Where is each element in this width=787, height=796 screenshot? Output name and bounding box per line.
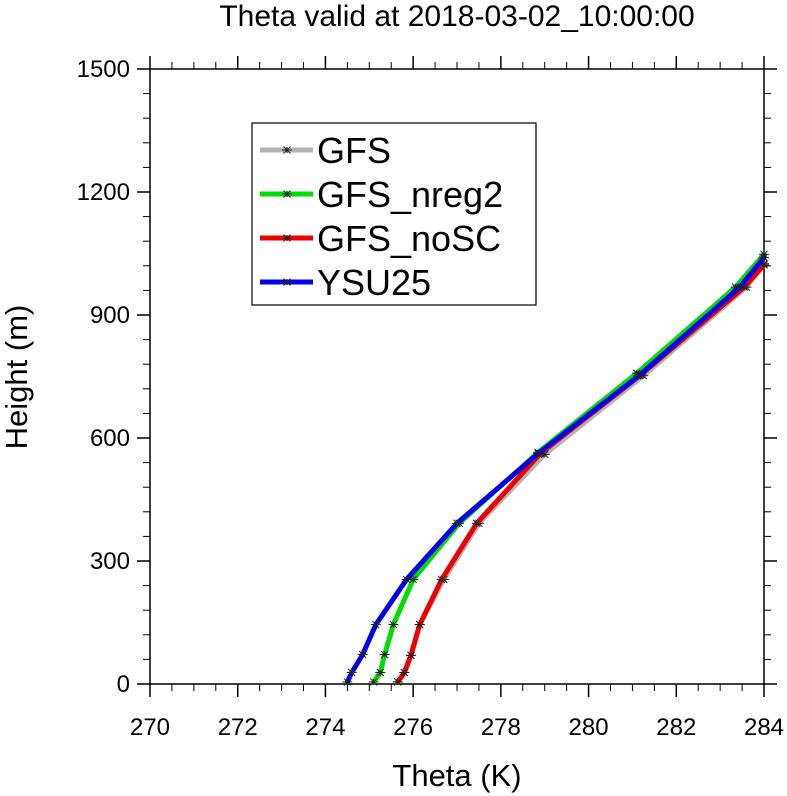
- y-tick-label: 1500: [77, 56, 130, 83]
- data-point: [346, 668, 357, 677]
- data-point: [452, 519, 462, 528]
- data-point: [388, 620, 399, 629]
- tick-labels: 270 272 274 276 278 280 282 284 0 300 600 900 1200 15…: [77, 56, 784, 741]
- x-tick-label: 276: [393, 714, 433, 741]
- y-axis-label: Height (m): [0, 305, 34, 450]
- legend-marker: [282, 234, 292, 242]
- data-point: [414, 620, 425, 629]
- y-tick-label: 1200: [77, 179, 130, 206]
- y-tick-label: 600: [90, 425, 130, 452]
- data-point: [368, 678, 379, 686]
- data-point: [734, 283, 745, 291]
- x-axis-label: Theta (K): [392, 758, 521, 793]
- data-point: [342, 678, 353, 686]
- data-point: [370, 620, 381, 629]
- data-point: [405, 651, 416, 660]
- data-point: [375, 668, 386, 677]
- series-ysu25: [342, 253, 769, 686]
- legend-item-gfs-nreg2: GFS_nreg2: [260, 174, 503, 215]
- x-tick-label: 284: [744, 714, 784, 741]
- data-point: [436, 575, 447, 584]
- data-point: [471, 519, 482, 528]
- data-point: [379, 650, 390, 659]
- x-tick-label: 274: [305, 714, 345, 741]
- series-line-gfs: [395, 261, 767, 685]
- chart-title: Theta valid at 2018-03-02_10:00:00: [219, 0, 694, 33]
- data-point: [634, 371, 645, 380]
- series-gfs-nosc: [392, 261, 769, 686]
- series-line-ysu25: [344, 255, 767, 685]
- legend-label: GFS_noSC: [317, 218, 501, 259]
- series-gfs: [392, 259, 769, 686]
- legend-marker: [282, 278, 292, 286]
- data-point: [401, 575, 412, 584]
- legend-item-ysu25: YSU25: [260, 262, 431, 303]
- data-point: [392, 678, 403, 686]
- y-tick-label: 0: [117, 671, 130, 698]
- legend-label: YSU25: [317, 262, 431, 303]
- x-tick-label: 272: [218, 714, 258, 741]
- legend-box: [251, 122, 537, 306]
- series-line-gfs-nosc: [395, 262, 767, 685]
- x-tick-label: 270: [130, 714, 170, 741]
- series-group: [342, 250, 769, 686]
- legend-item-gfs-nosc: GFS_noSC: [260, 218, 501, 259]
- x-tick-label: 278: [481, 714, 521, 741]
- legend-label: GFS: [317, 130, 391, 171]
- x-tick-label: 282: [656, 714, 696, 741]
- x-tick-label: 280: [569, 714, 609, 741]
- data-point: [533, 449, 544, 458]
- y-tick-label: 300: [90, 548, 130, 575]
- data-point: [399, 668, 410, 677]
- axis-ticks: [137, 56, 777, 697]
- legend-label: GFS_nreg2: [317, 174, 503, 215]
- data-point: [759, 253, 769, 262]
- y-tick-label: 900: [90, 302, 130, 329]
- legend-item-gfs: GFS: [260, 130, 391, 171]
- legend-marker: [282, 146, 292, 154]
- series-line-gfs-nreg2: [371, 251, 767, 685]
- legend-marker: [282, 190, 292, 198]
- data-point: [357, 650, 368, 659]
